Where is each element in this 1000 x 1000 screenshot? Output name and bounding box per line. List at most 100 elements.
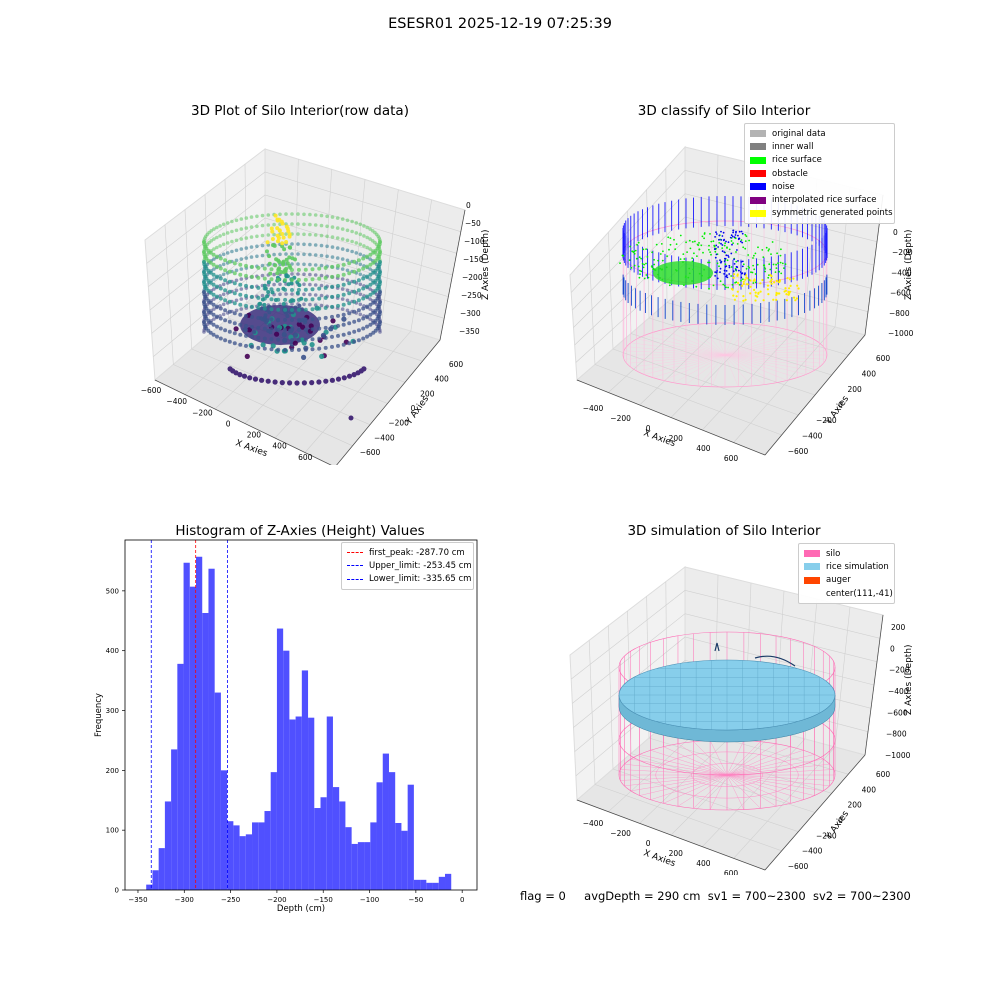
histogram-bar bbox=[258, 822, 264, 890]
noise-point bbox=[738, 270, 740, 272]
panel2-zlabel: Z Axies (Depth) bbox=[904, 229, 914, 300]
scatter-point bbox=[297, 318, 301, 322]
scatter-point bbox=[256, 286, 260, 290]
rice-surface-point bbox=[731, 266, 733, 268]
panel3-x-tick: −300 bbox=[175, 896, 194, 904]
rice-surface-point bbox=[645, 263, 647, 265]
scatter-point bbox=[302, 283, 306, 287]
rice-surface-point bbox=[783, 267, 785, 269]
panel2-z-tick: −1000 bbox=[888, 329, 914, 338]
noise-point bbox=[720, 243, 722, 245]
scatter-point bbox=[347, 271, 351, 275]
histogram-bar bbox=[370, 822, 376, 890]
rice-surface-point bbox=[670, 244, 672, 246]
scatter-point bbox=[219, 327, 223, 331]
rice-surface-point bbox=[670, 237, 672, 239]
scatter-point bbox=[255, 235, 259, 239]
histogram-bar bbox=[389, 772, 395, 890]
scatter-point bbox=[342, 303, 346, 307]
scatter-point bbox=[276, 278, 280, 282]
symmetric-point bbox=[767, 288, 769, 290]
scatter-point bbox=[222, 223, 226, 227]
scatter-point bbox=[359, 223, 363, 227]
scatter-point bbox=[304, 348, 308, 352]
scatter-point bbox=[341, 217, 345, 221]
scatter-point bbox=[350, 230, 354, 234]
scatter-point bbox=[263, 307, 267, 311]
symmetric-point bbox=[793, 297, 795, 299]
scatter-point bbox=[362, 234, 366, 238]
rice-surface-point bbox=[745, 240, 747, 242]
scatter-point bbox=[276, 338, 280, 342]
scatter-point bbox=[324, 316, 328, 320]
scatter-point bbox=[320, 214, 324, 218]
noise-point bbox=[733, 270, 735, 272]
rice-surface-point bbox=[689, 240, 691, 242]
scatter-point bbox=[282, 260, 286, 264]
scatter-point bbox=[311, 307, 315, 311]
histogram-bar bbox=[308, 718, 314, 890]
scatter-point bbox=[359, 313, 363, 317]
legend-label: Upper_limit: -253.45 cm bbox=[369, 561, 472, 571]
noise-point bbox=[723, 232, 725, 234]
histogram-bar bbox=[314, 808, 320, 890]
scatter-point bbox=[304, 328, 308, 332]
symmetric-point bbox=[773, 281, 775, 283]
scatter-point bbox=[365, 255, 369, 259]
scatter-point bbox=[302, 293, 306, 297]
scatter-point bbox=[304, 318, 308, 322]
rice-surface-point bbox=[785, 263, 787, 265]
rice-surface-point bbox=[660, 253, 662, 255]
scatter-point bbox=[276, 268, 280, 272]
rice-surface-point bbox=[645, 248, 647, 250]
panel1-z-tick: −50 bbox=[465, 219, 481, 228]
legend-item: Lower_limit: -335.65 cm bbox=[347, 573, 468, 586]
scatter-point bbox=[223, 278, 227, 282]
scatter-point bbox=[352, 300, 356, 304]
scatter-point bbox=[270, 317, 274, 321]
rice-surface-point bbox=[651, 265, 653, 267]
panel3-x-tick: −100 bbox=[360, 896, 379, 904]
legend-label: first_peak: -287.70 cm bbox=[369, 548, 465, 558]
scatter-point bbox=[255, 225, 259, 229]
symmetric-point bbox=[734, 299, 736, 301]
legend-item: center(111,-41) bbox=[804, 587, 889, 600]
histogram-bar bbox=[401, 831, 407, 890]
noise-point bbox=[739, 231, 741, 233]
histogram-bar bbox=[196, 557, 202, 890]
scatter-point bbox=[341, 257, 345, 261]
rice-surface-cluster bbox=[653, 261, 713, 285]
panel1-x-tick: 800 bbox=[324, 464, 339, 465]
histogram-bar bbox=[433, 883, 439, 890]
scatter-point bbox=[359, 303, 363, 307]
scatter-point bbox=[361, 267, 365, 271]
scatter-point bbox=[261, 224, 265, 228]
rice-surface-point bbox=[744, 248, 746, 250]
scatter-point bbox=[215, 265, 219, 269]
rice-surface-point bbox=[674, 248, 676, 250]
symmetric-point bbox=[750, 286, 752, 288]
scatter-point bbox=[357, 298, 361, 302]
rice-surface-point bbox=[691, 257, 693, 259]
noise-point bbox=[740, 261, 742, 263]
scatter-point bbox=[320, 304, 324, 308]
scatter-point-outlier bbox=[349, 416, 354, 421]
scatter-point bbox=[324, 296, 328, 300]
symmetric-point bbox=[753, 289, 755, 291]
histogram-bar bbox=[227, 821, 233, 890]
scatter-point bbox=[290, 318, 294, 322]
scatter-point bbox=[323, 379, 328, 384]
scatter-point bbox=[324, 326, 328, 330]
rice-surface-point bbox=[750, 271, 752, 273]
noise-point bbox=[736, 266, 738, 268]
scatter-point bbox=[352, 372, 357, 377]
scatter-point bbox=[245, 354, 250, 359]
scatter-point bbox=[359, 273, 363, 277]
scatter-point bbox=[263, 297, 267, 301]
rice-surface-point bbox=[631, 267, 633, 269]
histogram-bar bbox=[327, 717, 333, 891]
scatter-point bbox=[240, 297, 244, 301]
scatter-point bbox=[256, 346, 260, 350]
scatter-point bbox=[215, 285, 219, 289]
noise-point bbox=[737, 235, 739, 237]
